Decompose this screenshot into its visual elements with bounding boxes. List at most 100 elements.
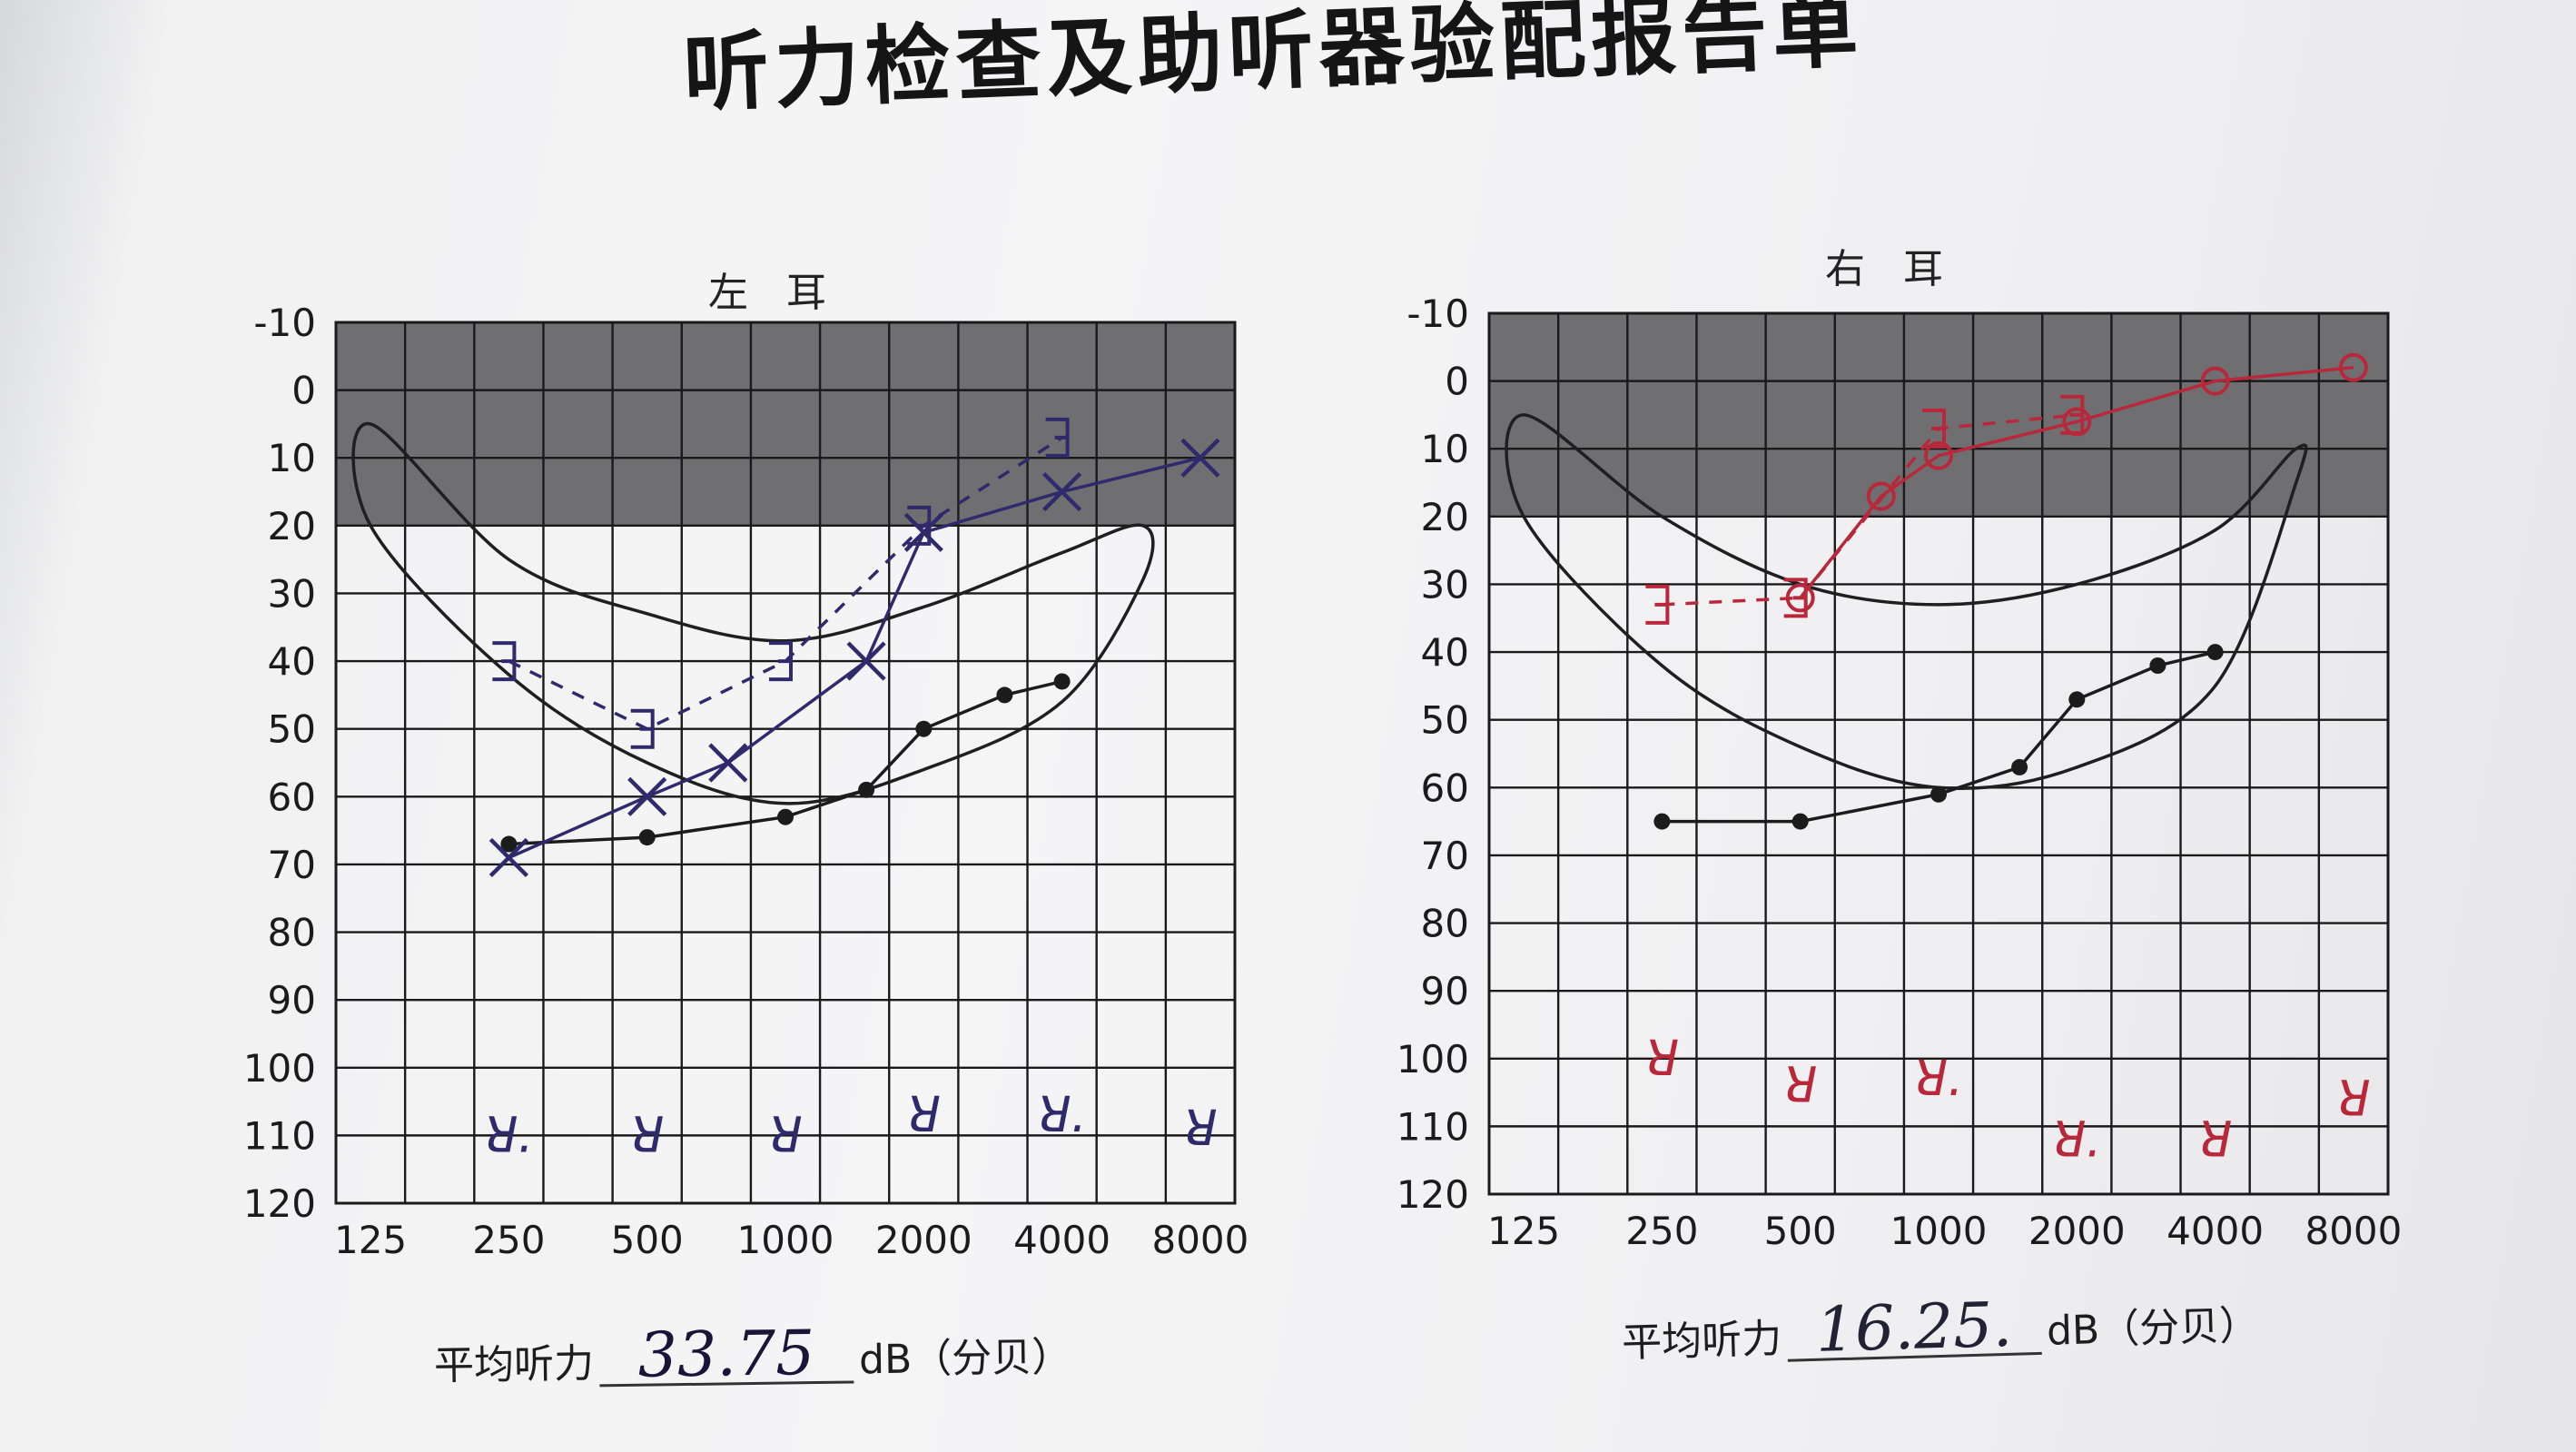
y-tick-label: 60 (268, 775, 316, 819)
bone-conduction-dot-marker (500, 835, 518, 853)
no-response-annotation: ꓤ. (2052, 1111, 2102, 1168)
x-tick-label: 500 (1764, 1209, 1837, 1253)
no-response-annotation: ꓤ (1645, 1030, 1680, 1087)
bone-conduction-dot-marker (2011, 758, 2028, 775)
no-response-annotation: ꓤ (768, 1106, 803, 1163)
x-tick-label: 8000 (2305, 1209, 2402, 1253)
y-tick-label: 50 (1421, 698, 1469, 743)
speech-banana-curve (351, 422, 1155, 805)
bone-conduction-dot-marker (638, 829, 656, 846)
y-tick-label: 0 (1445, 360, 1469, 404)
air-conduction-circle-marker (2200, 366, 2230, 396)
y-tick-label: 120 (1397, 1172, 1469, 1217)
masked-bracket-marker (630, 708, 655, 749)
no-response-annotation: ꓤ (2336, 1071, 2371, 1128)
x-tick-label: 125 (1487, 1209, 1560, 1253)
audiogram-plot: -10 0 10 20 30 40 50 60 70 80 90 100 110 120 125 250 500… (243, 301, 1249, 1262)
x-tick-label: 4000 (2166, 1209, 2264, 1253)
x-tick-label: 500 (611, 1218, 684, 1262)
bone-conduction-dot-marker (2068, 691, 2086, 708)
x-tick-label: 125 (334, 1218, 407, 1262)
y-tick-label: 70 (1421, 834, 1469, 878)
y-tick-label: 90 (1421, 969, 1469, 1013)
bone-conduction-dot-marker (915, 720, 933, 737)
no-response-annotation: ꓤ (907, 1086, 942, 1143)
y-tick-label: -10 (1406, 291, 1469, 336)
y-tick-label: 110 (1397, 1104, 1469, 1149)
bone-conduction-dot-marker (996, 686, 1013, 704)
air-conduction-x-marker (708, 743, 748, 783)
normal-zone-shade (1489, 313, 2388, 517)
air-conduction-x-marker (489, 837, 528, 878)
bone-conduction-dot-marker (1053, 673, 1071, 690)
air-conduction-x-marker (1180, 438, 1220, 478)
left-ear-audiogram: -10 0 10 20 30 40 50 60 70 80 90 100 110 120 125 250 500… (243, 301, 1249, 1262)
left-avg-unit: dB（分贝） (858, 1334, 1072, 1384)
no-response-annotation: ꓤ (2198, 1111, 2233, 1168)
bone-conduction-dot-marker (2206, 644, 2224, 661)
y-tick-label: 20 (1421, 495, 1469, 539)
masked-bracket-marker (1783, 578, 1808, 618)
right-average-hearing: 平均听力 16.25. dB（分贝） (1621, 1289, 2260, 1368)
report-title: 听力检查及助听器验配报告单 (681, 0, 1866, 124)
bone-conduction-dot-marker (1653, 813, 1671, 830)
x-tick-label: 1000 (1890, 1209, 1988, 1253)
right-avg-value: 16.25. (1786, 1289, 2042, 1367)
x-tick-label: 4000 (1013, 1218, 1110, 1262)
left-average-hearing: 平均听力 33.75 dB（分贝） (433, 1318, 1072, 1392)
masked-bracket-marker (1045, 417, 1070, 458)
y-tick-label: 40 (1421, 630, 1469, 675)
y-tick-label: 0 (291, 369, 316, 413)
y-tick-label: 110 (243, 1113, 316, 1158)
bone-conduction-dot-marker (1791, 813, 1809, 830)
y-tick-label: 30 (268, 571, 316, 616)
y-tick-label: 10 (268, 436, 316, 480)
x-tick-label: 250 (472, 1218, 545, 1262)
masked-bracket-marker (492, 641, 517, 682)
x-tick-label: 2000 (875, 1218, 972, 1262)
left-avg-value: 33.75 (598, 1318, 854, 1392)
y-tick-label: 10 (1421, 427, 1469, 471)
y-tick-label: 120 (243, 1181, 316, 1226)
masked-bracket-marker (769, 641, 793, 682)
x-tick-label: 1000 (737, 1218, 834, 1262)
air-conduction-circle-marker (1866, 481, 1896, 511)
left-avg-label: 平均听力 (433, 1340, 595, 1389)
masked-bracket-marker (907, 505, 932, 546)
x-tick-label: 2000 (2028, 1209, 2126, 1253)
no-response-annotation: ꓤ. (1037, 1086, 1087, 1143)
no-response-annotation: ꓤ (630, 1106, 665, 1163)
audiogram-plot: -10 0 10 20 30 40 50 60 70 80 90 100 110 120 125 250 500… (1397, 291, 2403, 1253)
no-response-annotation: ꓤ (1783, 1057, 1818, 1114)
right-ear-label: 右 耳 (1825, 246, 1956, 292)
y-tick-label: -10 (253, 301, 316, 345)
y-tick-label: 80 (1421, 902, 1469, 946)
bone-conduction-dot-marker (777, 808, 794, 825)
y-tick-label: 60 (1421, 766, 1469, 810)
y-tick-label: 30 (1421, 562, 1469, 607)
y-tick-label: 40 (268, 639, 316, 684)
masked-bracket-marker (1922, 408, 1946, 449)
y-tick-label: 80 (268, 911, 316, 955)
bone-conduction-dot-marker (858, 781, 875, 798)
masked-bracket-marker (1645, 584, 1670, 625)
bone-conduction-dot-marker (2149, 657, 2166, 674)
air-conduction-x-marker (846, 641, 886, 681)
show-through-text: ⠀ (242, 207, 301, 295)
right-avg-label: 平均听力 (1621, 1315, 1782, 1367)
masked-bracket-marker (2060, 394, 2085, 435)
air-conduction-x-marker (627, 776, 667, 816)
y-tick-label: 100 (1397, 1037, 1469, 1082)
y-tick-label: 70 (268, 843, 316, 887)
y-tick-label: 20 (268, 504, 316, 548)
x-tick-label: 8000 (1151, 1218, 1249, 1262)
air-conduction-x-marker (1042, 471, 1082, 512)
series-line-bracket (1662, 413, 2078, 607)
air-conduction-circle-marker (2338, 352, 2368, 382)
normal-zone-shade (336, 322, 1235, 526)
right-ear-audiogram: -10 0 10 20 30 40 50 60 70 80 90 100 110 120 125 250 500… (1397, 291, 2403, 1253)
y-tick-label: 50 (268, 707, 316, 752)
y-tick-label: 100 (243, 1046, 316, 1091)
right-avg-unit: dB（分贝） (2046, 1302, 2260, 1355)
